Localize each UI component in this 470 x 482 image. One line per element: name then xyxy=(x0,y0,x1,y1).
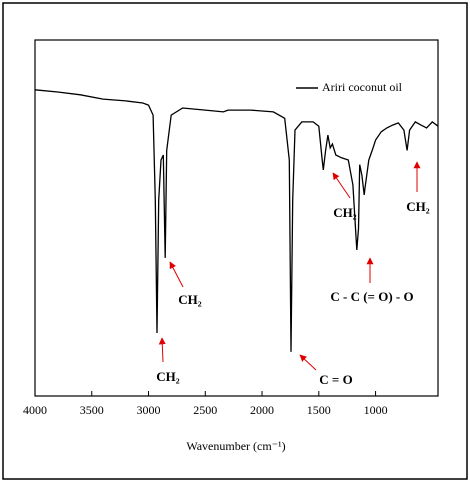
annotation: CH₂ xyxy=(156,369,180,384)
x-tick-label: 3500 xyxy=(80,403,104,417)
spectrum-line xyxy=(34,89,439,352)
x-tick-label: 1000 xyxy=(364,403,388,417)
x-tick-label: 1500 xyxy=(307,403,331,417)
annotation: C = O xyxy=(319,372,352,387)
annotation-arrow xyxy=(169,261,184,288)
x-tick-label: 2500 xyxy=(193,403,217,417)
annotation-arrow xyxy=(158,337,166,363)
annotation: C - C (= O) - O xyxy=(330,289,413,304)
annotation: CH₂ xyxy=(406,199,430,214)
annotation-arrow xyxy=(299,354,317,371)
x-tick-label: 4000 xyxy=(23,403,47,417)
plot-area xyxy=(34,39,439,397)
x-tick-label: 3000 xyxy=(137,403,161,417)
legend-label: Ariri coconut oil xyxy=(322,80,403,94)
x-tick-label: 2000 xyxy=(250,403,274,417)
annotation-arrow xyxy=(332,172,351,199)
annotation: CH₂ xyxy=(178,292,202,307)
x-axis-label: Wavenumber (cm⁻¹) xyxy=(186,439,285,453)
annotation: CH₂ xyxy=(333,205,357,220)
